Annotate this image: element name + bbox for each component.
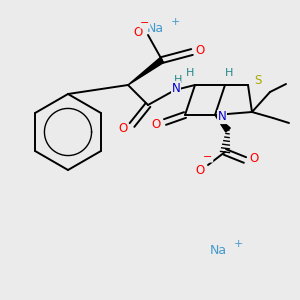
Text: O: O bbox=[152, 118, 160, 131]
Text: O: O bbox=[134, 26, 142, 38]
Text: +: + bbox=[233, 239, 243, 249]
Text: N: N bbox=[218, 110, 226, 124]
Text: −: − bbox=[203, 152, 213, 162]
Polygon shape bbox=[215, 115, 230, 132]
Text: +: + bbox=[170, 17, 180, 27]
Text: H: H bbox=[186, 68, 194, 78]
Text: Na: Na bbox=[209, 244, 226, 256]
Text: H: H bbox=[225, 68, 233, 78]
Polygon shape bbox=[128, 58, 164, 85]
Text: −: − bbox=[140, 18, 150, 28]
Text: O: O bbox=[195, 164, 205, 176]
Text: N: N bbox=[172, 82, 180, 94]
Text: Na: Na bbox=[146, 22, 164, 34]
Text: S: S bbox=[254, 74, 262, 86]
Text: H: H bbox=[174, 75, 182, 85]
Text: O: O bbox=[249, 152, 259, 166]
Text: O: O bbox=[195, 44, 205, 56]
Text: O: O bbox=[118, 122, 127, 136]
